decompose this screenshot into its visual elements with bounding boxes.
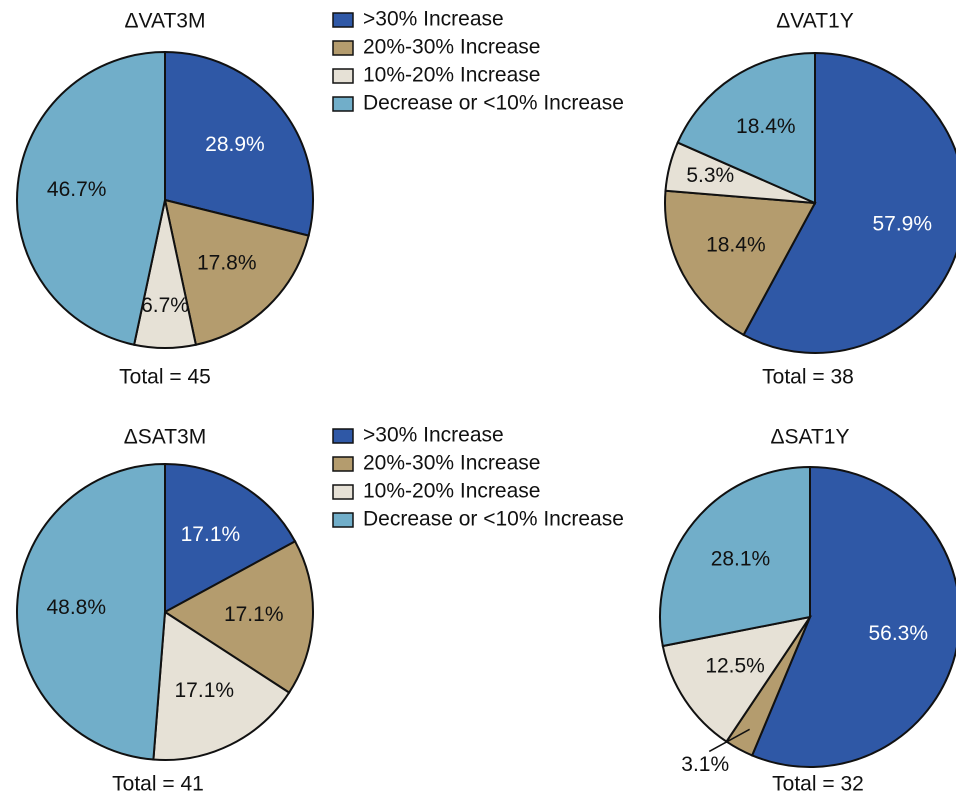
legend-swatch — [332, 512, 354, 528]
legend-swatch — [332, 68, 354, 84]
slice-label: 12.5% — [705, 654, 765, 677]
pie-slice — [664, 189, 817, 337]
pie-slice — [659, 465, 811, 648]
slice-label: 3.1% — [681, 753, 729, 776]
slice-label: 56.3% — [868, 622, 928, 645]
total-label: Total = 38 — [762, 366, 854, 389]
legend-swatch — [332, 12, 354, 28]
pie-slice — [163, 540, 314, 694]
slice-label: 18.4% — [706, 233, 766, 256]
legend-label: 10%-20% Increase — [363, 64, 540, 87]
legend-swatch — [332, 484, 354, 500]
pie-slice — [16, 50, 166, 346]
slice-label: 17.8% — [197, 251, 257, 274]
legend-label: 20%-30% Increase — [363, 36, 540, 59]
legend-label: >30% Increase — [363, 8, 504, 31]
pie-slice — [152, 610, 291, 761]
pie-title: ΔVAT1Y — [776, 10, 853, 33]
slice-label: 28.1% — [711, 547, 771, 570]
slice-label: 6.7% — [141, 294, 189, 317]
leader-line — [708, 728, 750, 753]
legend-label: Decrease or <10% Increase — [363, 92, 624, 115]
pie-slice — [15, 462, 166, 761]
legend-swatch — [332, 428, 354, 444]
total-label: Total = 32 — [772, 773, 864, 796]
slice-label: 57.9% — [872, 213, 932, 236]
pie-slice — [164, 50, 314, 237]
legend-label: 10%-20% Increase — [363, 480, 540, 503]
legend-swatch — [332, 96, 354, 112]
pie-slice — [742, 51, 956, 354]
slice-label: 17.1% — [224, 603, 284, 626]
legend-label: Decrease or <10% Increase — [363, 508, 624, 531]
slice-label: 18.4% — [736, 115, 796, 138]
legend-swatch — [332, 456, 354, 472]
total-label: Total = 41 — [112, 773, 204, 796]
pie-slice — [163, 198, 310, 346]
legend-label: 20%-30% Increase — [363, 452, 540, 475]
slice-label: 17.1% — [175, 679, 235, 702]
pie-slice — [164, 462, 297, 614]
legend-swatch — [332, 40, 354, 56]
pie-title: ΔSAT1Y — [771, 426, 850, 449]
slice-label: 28.9% — [205, 133, 265, 156]
pie-slice — [750, 465, 956, 768]
total-label: Total = 45 — [119, 366, 211, 389]
slice-label: 46.7% — [47, 178, 107, 201]
legend-label: >30% Increase — [363, 424, 504, 447]
pie-title: ΔVAT3M — [125, 10, 206, 33]
slice-label: 48.8% — [46, 596, 106, 619]
pie-title: ΔSAT3M — [124, 426, 206, 449]
pie-slice — [661, 615, 813, 743]
slice-label: 17.1% — [181, 523, 241, 546]
pie-slice — [676, 51, 816, 205]
slice-label: 5.3% — [686, 164, 734, 187]
